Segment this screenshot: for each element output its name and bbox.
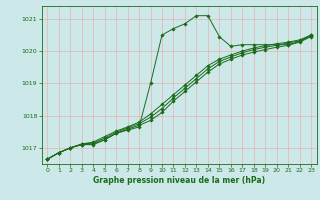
- X-axis label: Graphe pression niveau de la mer (hPa): Graphe pression niveau de la mer (hPa): [93, 176, 265, 185]
